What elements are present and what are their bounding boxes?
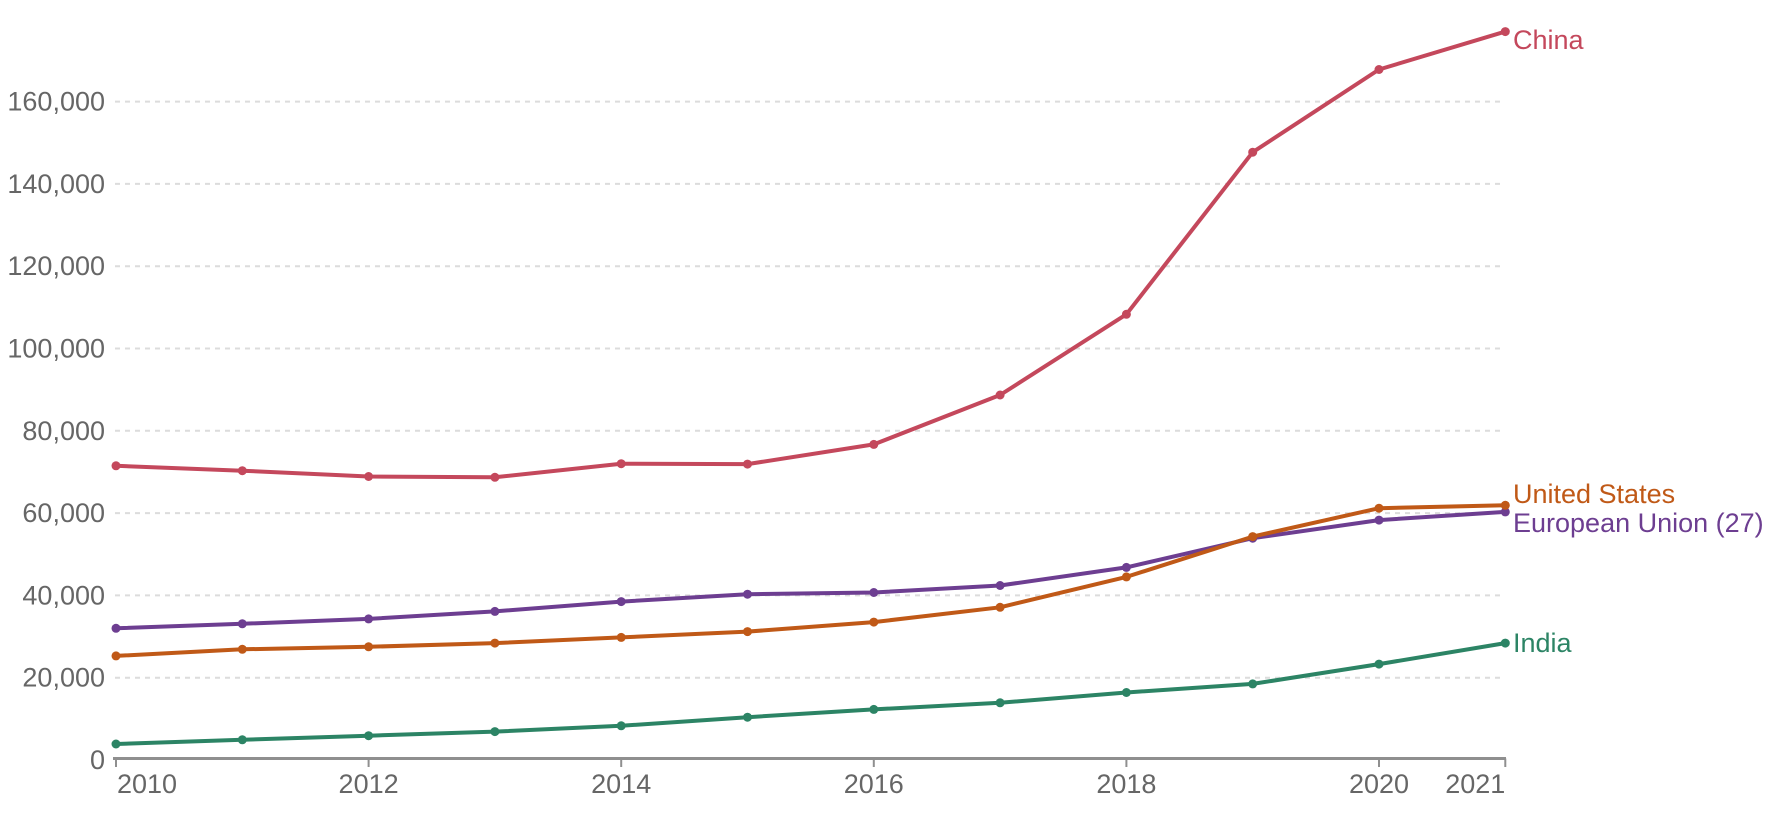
series-point-united-states-2016[interactable] xyxy=(869,617,879,627)
y-axis-label-40000: 40,000 xyxy=(22,580,105,610)
y-axis-label-60000: 60,000 xyxy=(22,498,105,528)
series-point-united-states-2012[interactable] xyxy=(364,642,374,652)
series-point-united-states-2017[interactable] xyxy=(995,602,1005,612)
series-point-china-2011[interactable] xyxy=(237,466,247,476)
series-point-european-union-27-2015[interactable] xyxy=(743,589,752,599)
series-label-united-states[interactable]: United States xyxy=(1513,479,1675,509)
series-point-european-union-27-2016[interactable] xyxy=(869,588,879,597)
y-axis-label-20000: 20,000 xyxy=(22,663,105,693)
x-axis-label-2010: 2010 xyxy=(117,769,177,799)
series-point-china-2012[interactable] xyxy=(364,472,374,481)
series-point-united-states-2018[interactable] xyxy=(1121,572,1131,582)
series-point-china-2017[interactable] xyxy=(995,390,1005,400)
series-point-india-2018[interactable] xyxy=(1121,688,1131,697)
series-point-india-2013[interactable] xyxy=(490,727,500,737)
series-point-china-2015[interactable] xyxy=(743,459,752,469)
series-point-china-2013[interactable] xyxy=(490,472,500,482)
x-axis-label-2016: 2016 xyxy=(844,769,904,799)
series-line-european-union-27[interactable] xyxy=(114,509,1508,631)
x-axis-label-2021: 2021 xyxy=(1445,769,1505,799)
series-point-india-2014[interactable] xyxy=(616,721,626,731)
x-axis-label-2014: 2014 xyxy=(591,769,651,799)
series-point-india-2015[interactable] xyxy=(743,712,752,722)
x-axis-label-2012: 2012 xyxy=(339,769,399,799)
series-line-united-states[interactable] xyxy=(114,503,1508,658)
series-point-european-union-27-2020[interactable] xyxy=(1374,515,1384,525)
series-point-united-states-2013[interactable] xyxy=(490,638,500,648)
y-axis-label-160000: 160,000 xyxy=(7,87,105,117)
series-point-united-states-2010[interactable] xyxy=(111,651,121,661)
series-point-united-states-2021[interactable] xyxy=(1500,500,1510,510)
series-label-china[interactable]: China xyxy=(1513,25,1585,55)
series-point-india-2020[interactable] xyxy=(1374,659,1384,669)
series-point-china-2016[interactable] xyxy=(869,439,879,449)
y-axis-label-100000: 100,000 xyxy=(7,334,105,364)
series-point-india-2017[interactable] xyxy=(995,698,1005,708)
series-point-china-2020[interactable] xyxy=(1374,65,1384,74)
y-axis-label-140000: 140,000 xyxy=(7,169,105,199)
y-axis-label-80000: 80,000 xyxy=(22,416,105,446)
series-line-india[interactable] xyxy=(114,641,1508,746)
series-label-india[interactable]: India xyxy=(1513,628,1573,658)
series-point-india-2012[interactable] xyxy=(364,731,374,741)
series-point-european-union-27-2017[interactable] xyxy=(995,581,1005,590)
x-axis-label-2020: 2020 xyxy=(1349,769,1409,799)
y-axis-label-120000: 120,000 xyxy=(7,251,105,281)
series-point-united-states-2014[interactable] xyxy=(616,632,626,642)
series-line-china[interactable] xyxy=(114,29,1508,480)
series-point-european-union-27-2013[interactable] xyxy=(490,606,500,616)
series-point-european-union-27-2018[interactable] xyxy=(1121,562,1131,572)
series-point-united-states-2011[interactable] xyxy=(237,644,247,654)
series-point-european-union-27-2011[interactable] xyxy=(237,619,247,629)
series-point-european-union-27-2021[interactable] xyxy=(1500,507,1510,517)
series-point-united-states-2020[interactable] xyxy=(1374,503,1384,513)
series-point-india-2016[interactable] xyxy=(869,704,879,714)
x-axis-label-2018: 2018 xyxy=(1096,769,1156,799)
series-point-united-states-2019[interactable] xyxy=(1248,532,1258,542)
y-axis-label-0: 0 xyxy=(90,745,105,775)
series-point-european-union-27-2014[interactable] xyxy=(616,597,626,607)
series-point-india-2010[interactable] xyxy=(111,739,121,749)
series-point-india-2019[interactable] xyxy=(1248,679,1258,689)
series-point-india-2021[interactable] xyxy=(1500,638,1510,648)
series-point-china-2014[interactable] xyxy=(616,459,626,469)
series-point-china-2010[interactable] xyxy=(111,461,121,471)
series-point-china-2018[interactable] xyxy=(1121,309,1131,319)
series-point-china-2019[interactable] xyxy=(1248,147,1258,157)
series-point-china-2021[interactable] xyxy=(1500,27,1510,37)
series-point-european-union-27-2012[interactable] xyxy=(364,614,374,624)
series-point-european-union-27-2010[interactable] xyxy=(111,623,121,633)
series-label-european-union-27[interactable]: European Union (27) xyxy=(1513,508,1764,538)
series-point-united-states-2015[interactable] xyxy=(743,627,752,637)
series-point-india-2011[interactable] xyxy=(237,735,247,745)
